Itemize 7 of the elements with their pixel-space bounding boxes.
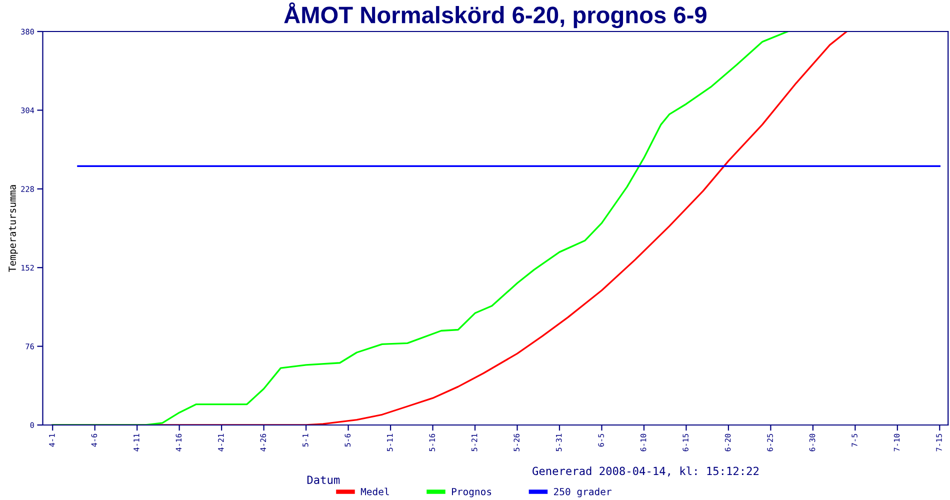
text: Genererad 2008-04-14, kl: 15:12:22 xyxy=(532,466,758,477)
legend-label: 250 grader xyxy=(554,488,612,498)
legend-label: Prognos xyxy=(452,488,492,498)
x-axis-title: Datum xyxy=(307,476,340,484)
chart-title: ÅMOT Normalskörd 6-20, prognos 6-9 xyxy=(284,2,706,28)
y-axis-title: Temperatursumma xyxy=(8,185,18,272)
legend-label: Medel xyxy=(360,488,389,496)
